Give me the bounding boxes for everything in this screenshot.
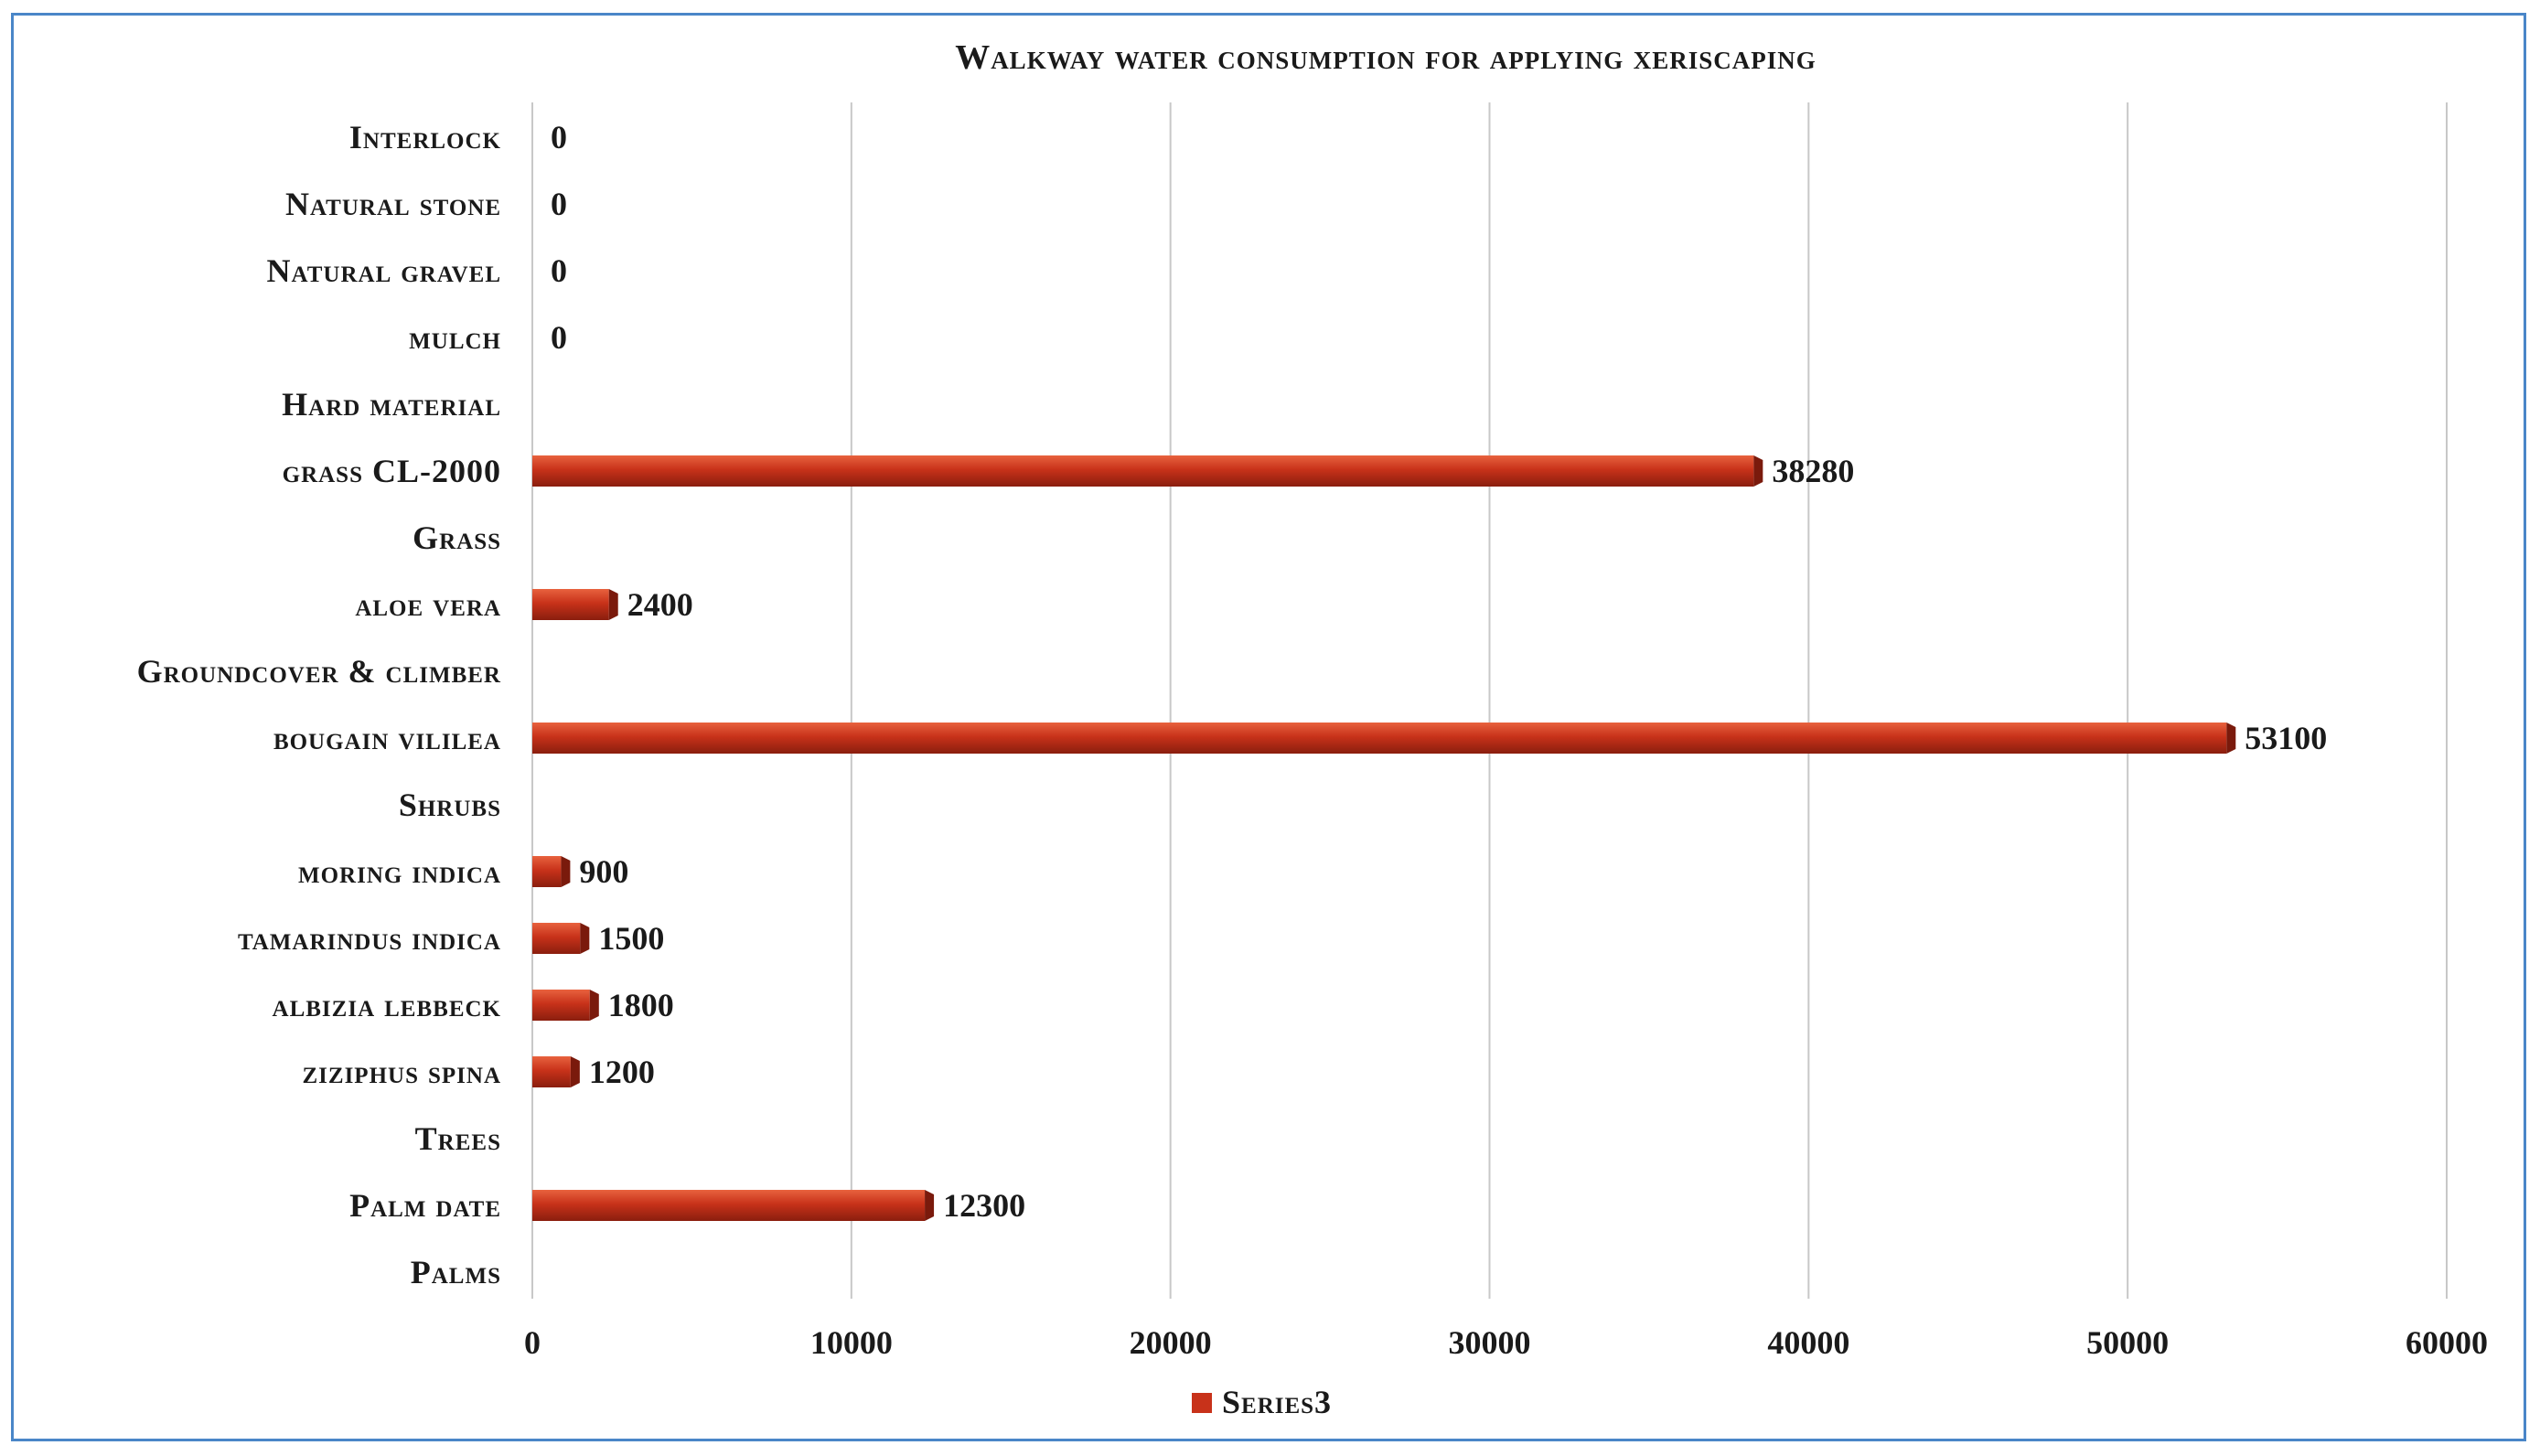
chart-title: Walkway water consumption for applying x… [955,38,1817,77]
category-label: Trees [415,1120,501,1157]
bar-body [532,990,590,1021]
bar[interactable] [532,856,571,887]
category-label: Palm date [349,1187,501,1224]
category-label: Natural stone [285,186,501,222]
data-label: 0 [551,186,567,222]
category-label: grass CL-2000 [283,453,501,489]
data-label: 38280 [1772,453,1854,489]
data-label: 53100 [2245,720,2327,756]
bar-end-cap [589,990,599,1021]
bar-end-cap [1753,455,1763,487]
x-tick-label: 50000 [2086,1324,2169,1361]
data-label: 0 [551,252,567,289]
data-label: 1500 [598,920,664,957]
data-label: 0 [551,319,567,356]
bar-end-cap [580,923,590,954]
category-label: mulch [409,319,501,356]
bar[interactable] [532,923,590,954]
category-label: Shrubs [399,787,501,823]
bar-body [532,1190,926,1221]
legend-swatch [1192,1393,1212,1413]
data-label: 1200 [589,1054,655,1090]
bar-body [532,923,581,954]
bar[interactable] [532,1190,935,1221]
category-label: bougain vililea [273,720,501,756]
x-tick-label: 60000 [2406,1324,2488,1361]
data-label: 2400 [627,586,693,623]
bar-end-cap [2226,723,2236,754]
bar-end-cap [570,1056,580,1087]
category-label: ziziphus spina [303,1054,502,1090]
data-label: 900 [579,853,628,890]
x-tick-labels: 0 10000 20000 30000 40000 50000 60000 [524,1324,2488,1361]
legend[interactable]: Series3 [1192,1384,1332,1420]
category-labels: Interlock Natural stone Natural gravel mulc… [137,119,502,1290]
bar[interactable] [532,990,599,1021]
data-label: 1800 [608,987,674,1023]
category-label: moring indica [298,853,501,890]
category-label: albizia lebbeck [273,987,501,1023]
data-label: 0 [551,119,567,155]
bar-body [532,589,609,620]
bar[interactable] [532,455,1763,487]
x-tick-label: 40000 [1767,1324,1849,1361]
category-label: tamarindus indica [238,920,501,957]
bar[interactable] [532,589,618,620]
legend-label: Series3 [1222,1384,1332,1420]
x-tick-label: 20000 [1130,1324,1212,1361]
category-label: Groundcover & climber [137,653,501,690]
bar-end-cap [608,589,618,620]
grid-lines [531,102,2448,1299]
x-tick-label: 10000 [810,1324,893,1361]
category-label: aloe vera [355,586,501,623]
bar-end-cap [561,856,571,887]
bar-body [532,1056,571,1087]
data-labels: 0 0 0 0 38280 2400 53100 900 1500 1800 1200 12300 [551,119,2327,1224]
category-label: Hard material [282,386,501,423]
x-tick-label: 30000 [1449,1324,1531,1361]
x-tick-label: 0 [524,1324,541,1361]
data-label: 12300 [943,1187,1025,1224]
category-label: Grass [413,519,501,556]
category-label: Natural gravel [267,252,501,289]
bar[interactable] [532,723,2236,754]
category-label: Palms [411,1254,501,1290]
bars-group [532,455,2236,1221]
bar-end-cap [925,1190,935,1221]
bar-body [532,723,2227,754]
bar-body [532,455,1754,487]
category-label: Interlock [349,119,501,155]
bar[interactable] [532,1056,580,1087]
bar-body [532,856,562,887]
